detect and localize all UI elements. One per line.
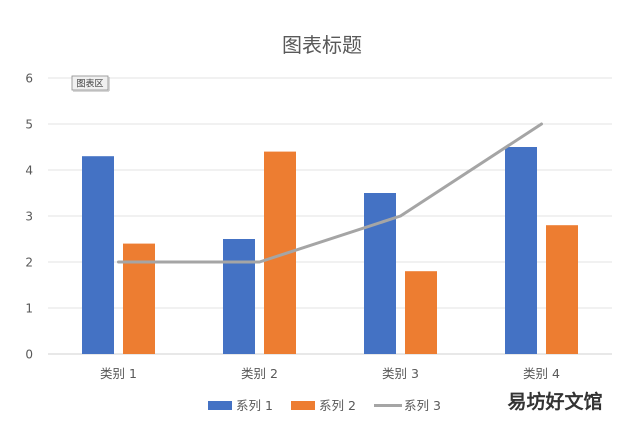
line-series-3 [117,122,543,264]
legend-label: 系列 1 [236,398,273,413]
bar-2-3 [405,271,437,354]
legend-label: 系列 2 [319,398,356,413]
y-axis: 0 1 2 3 4 5 6 [25,72,33,362]
chart-area-tooltip: 图表区 [71,75,110,92]
tooltip-text: 图表区 [76,78,103,90]
x-category-label: 类别 2 [241,366,278,381]
bar-1-2 [223,239,255,354]
x-category-label: 类别 4 [523,366,560,381]
legend-label: 系列 3 [404,398,441,413]
y-tick-label: 6 [25,72,33,86]
bars [82,147,578,354]
bar-2-4 [546,225,578,354]
bar-1-3 [364,193,396,354]
x-category-label: 类别 3 [382,366,419,381]
watermark: 易坊好文馆 [507,390,602,413]
bar-2-1 [123,243,155,354]
y-tick-label: 3 [25,210,33,224]
y-tick-label: 2 [25,256,33,270]
legend-item-3[interactable]: 系列 3 [374,398,441,413]
x-axis: 类别 1 类别 2 类别 3 类别 4 [100,366,560,381]
line-series [117,122,543,264]
tooltip-box [71,75,109,91]
y-tick-label: 4 [25,164,33,178]
y-tick-label: 1 [25,302,33,316]
x-category-label: 类别 1 [100,366,137,381]
chart-title: 图表标题 [282,33,362,57]
legend[interactable]: 系列 1 系列 2 系列 3 [208,398,441,413]
legend-swatch [208,401,232,410]
bar-1-1 [82,156,114,354]
y-tick-label: 0 [25,348,33,362]
bar-1-4 [505,147,537,354]
legend-swatch [291,401,315,410]
y-tick-label: 5 [25,118,33,132]
legend-item-1[interactable]: 系列 1 [208,398,273,413]
legend-item-2[interactable]: 系列 2 [291,398,356,413]
